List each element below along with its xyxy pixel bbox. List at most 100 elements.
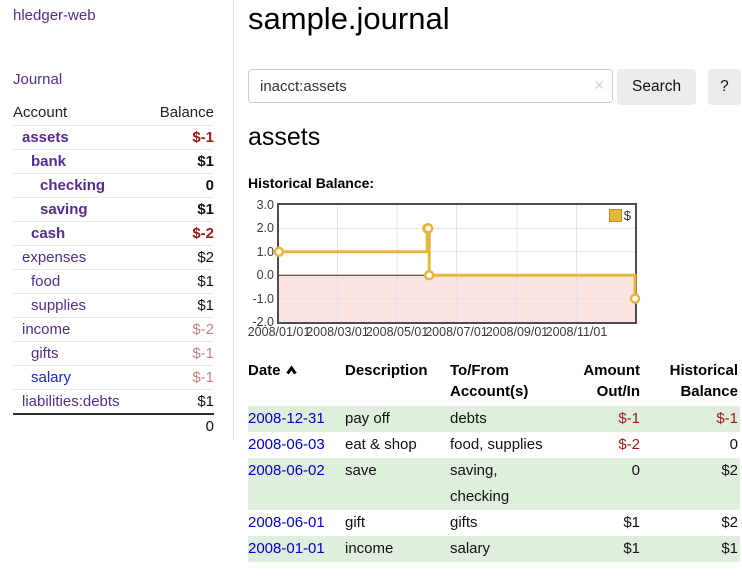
account-link-assets[interactable]: assets: [22, 129, 69, 146]
account-row: saving $1: [13, 197, 214, 222]
y-tick-label: 3.0: [256, 198, 274, 212]
transaction-balance: 0: [729, 436, 738, 453]
register-col-accounts: To/From Account(s): [450, 362, 529, 400]
chart-plot-area: $: [273, 203, 641, 324]
transaction-accounts: gifts: [450, 514, 478, 531]
register-col-date[interactable]: Date: [248, 360, 345, 406]
y-tick-label: 1.0: [256, 244, 274, 259]
register-col-description: Description: [345, 362, 428, 379]
app-title-link[interactable]: hledger-web: [13, 7, 96, 24]
register-row: 2008-01-01 income salary $1 $1: [248, 536, 740, 562]
x-axis-labels: 2008/01/01 2008/03/01 2008/05/01 2008/07/01…: [248, 325, 740, 341]
transaction-accounts: salary: [450, 536, 562, 562]
account-link-checking[interactable]: checking: [40, 177, 106, 194]
transaction-accounts: food, supplies: [450, 436, 543, 453]
account-balance: $-2: [146, 317, 214, 342]
transaction-date-link[interactable]: 2008-01-01: [248, 540, 325, 557]
account-balance: $1: [146, 293, 214, 318]
account-balance: $1: [146, 389, 214, 414]
register-col-balance: Historical Balance: [669, 362, 738, 400]
search-input[interactable]: [248, 69, 613, 103]
account-row: assets $-1: [13, 125, 214, 150]
account-balance: $-1: [146, 341, 214, 366]
account-heading: assets: [248, 123, 321, 151]
account-balance: $-1: [146, 125, 214, 150]
transaction-balance: $1: [648, 536, 740, 562]
transaction-description: income: [345, 536, 450, 562]
balance-chart-svg: [273, 205, 641, 322]
account-balance: $1: [146, 149, 214, 174]
account-row: salary $-1: [13, 365, 214, 390]
register-row: 2008-12-31 pay off debts $-1 $-1: [248, 406, 740, 432]
account-balance: $-2: [146, 221, 214, 246]
y-tick-label: 0.0: [256, 268, 274, 283]
x-tick-label: 2008/01/01: [247, 325, 311, 339]
clear-search-icon[interactable]: ✕: [593, 77, 605, 93]
account-link-income[interactable]: income: [22, 321, 71, 338]
account-row: supplies $1: [13, 293, 214, 318]
x-tick-label: 2008/09/01: [485, 325, 549, 339]
x-tick-label: 2008/07/01: [425, 325, 488, 339]
register-table: Date Description To/From Account(s) Amou…: [248, 360, 740, 562]
register-row: 2008-06-03 eat & shop food, supplies $-2…: [248, 432, 740, 458]
account-link-food[interactable]: food: [31, 273, 61, 290]
account-balance: $2: [146, 245, 214, 270]
account-balance: $1: [146, 197, 214, 222]
account-balance: $1: [146, 269, 214, 294]
x-tick-label: 2008/11/01: [545, 325, 608, 339]
page-title: sample.journal: [248, 1, 450, 36]
account-row: gifts $-1: [13, 341, 214, 366]
sidebar-item-journal[interactable]: Journal: [13, 71, 63, 88]
transaction-description: eat & shop: [345, 436, 417, 453]
y-tick-label: -1.0: [252, 291, 274, 306]
transaction-date-link[interactable]: 2008-06-03: [248, 436, 325, 453]
x-tick-label: 2008/03/01: [306, 325, 369, 339]
account-row: liabilities:debts $1: [13, 389, 214, 414]
legend-swatch-icon: [608, 209, 622, 222]
transaction-date-link[interactable]: 2008-06-01: [248, 514, 325, 531]
register-row: 2008-06-02 save saving, checking 0 $2: [248, 458, 740, 510]
transaction-amount: $-1: [562, 406, 648, 432]
account-balance: $-1: [146, 365, 214, 390]
chart-legend: $: [608, 208, 631, 223]
accounts-col-account: Account: [13, 104, 68, 121]
transaction-amount: $-2: [618, 436, 640, 453]
y-tick-label: -2.0: [252, 315, 274, 329]
accounts-total-value: 0: [146, 413, 214, 438]
x-tick-label: 2008/05/01: [365, 325, 429, 339]
account-balance: 0: [146, 173, 214, 198]
transaction-accounts: debts: [450, 406, 562, 432]
accounts-col-balance: Balance: [159, 104, 214, 121]
search-form: ✕ Search ?: [248, 69, 741, 105]
transaction-accounts: saving, checking: [450, 458, 562, 510]
account-link-supplies[interactable]: supplies: [31, 297, 87, 314]
account-link-gifts[interactable]: gifts: [31, 345, 59, 362]
chart-heading: Historical Balance:: [248, 175, 375, 191]
help-button[interactable]: ?: [708, 69, 741, 105]
y-axis-labels: 3.0 2.0 1.0 0.0 -1.0 -2.0: [248, 197, 274, 345]
balance-chart: 3.0 2.0 1.0 0.0 -1.0 -2.0 $ 2008/01/01 2008/03…: [248, 197, 740, 345]
sort-asc-icon: [285, 360, 298, 381]
accounts-table: Account Balance assets $-1 bank $1 checkin…: [13, 101, 214, 438]
account-link-cash[interactable]: cash: [31, 225, 66, 242]
account-link-liabilities-debts[interactable]: liabilities:debts: [22, 393, 120, 410]
account-row: income $-2: [13, 317, 214, 342]
transaction-description: save: [345, 458, 450, 510]
account-row: bank $1: [13, 149, 214, 174]
register-row: 2008-06-01 gift gifts $1 $2: [248, 510, 740, 536]
account-link-saving[interactable]: saving: [40, 201, 88, 218]
account-link-bank[interactable]: bank: [31, 153, 67, 170]
transaction-balance: $-1: [648, 406, 740, 432]
transaction-date-link[interactable]: 2008-06-02: [248, 462, 325, 479]
accounts-total-row: 0: [13, 413, 214, 438]
account-link-expenses[interactable]: expenses: [22, 249, 87, 266]
transaction-balance: $2: [721, 514, 738, 531]
account-row: cash $-2: [13, 221, 214, 246]
search-button[interactable]: Search: [617, 69, 697, 105]
register-col-amount: Amount Out/In: [583, 362, 640, 400]
transaction-date-link[interactable]: 2008-12-31: [248, 410, 325, 427]
account-row: checking 0: [13, 173, 214, 198]
sidebar: hledger-web Journal Account Balance asse…: [0, 0, 234, 440]
account-row: expenses $2: [13, 245, 214, 270]
account-link-salary[interactable]: salary: [31, 369, 72, 386]
